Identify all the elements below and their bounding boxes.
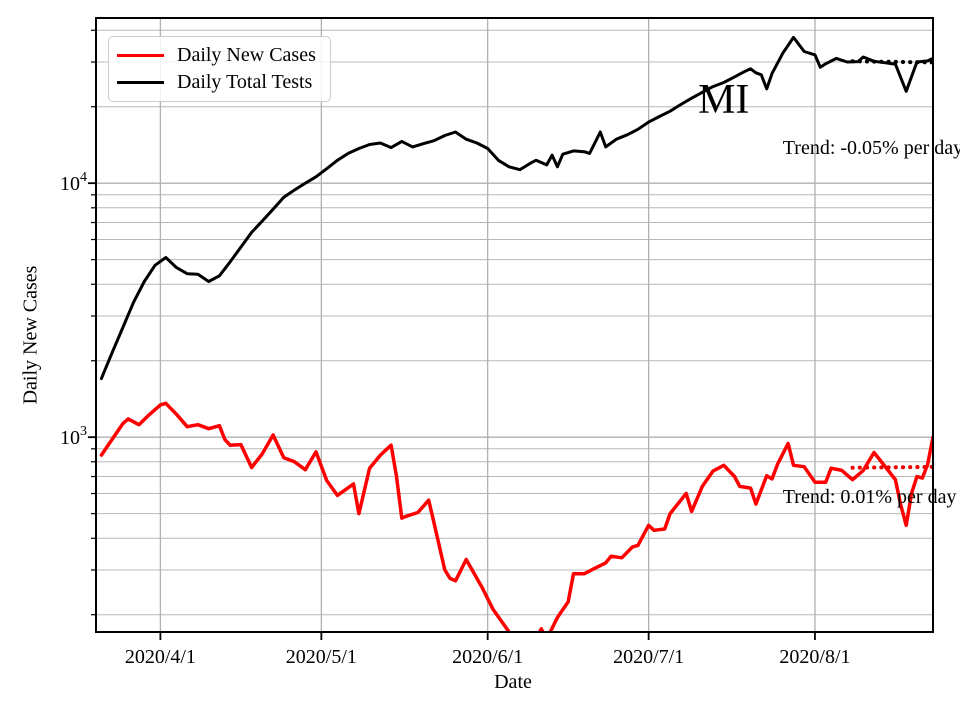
state-annotation: MI — [698, 77, 749, 123]
legend-item-daily-new-cases: Daily New Cases — [117, 44, 322, 67]
legend-swatch-black-line — [117, 81, 164, 84]
x-tick-label: 2020/5/1 — [286, 646, 357, 668]
x-tick-label: 2020/6/1 — [452, 646, 523, 668]
daily-total-tests-trend-line — [850, 59, 933, 65]
y-axis-title: Daily New Cases — [19, 265, 42, 405]
daily-new-cases-line — [99, 401, 933, 632]
legend: Daily New Cases Daily Total Tests — [108, 36, 331, 102]
trend-annotation-cases: Trend: 0.01% per day — [783, 486, 957, 508]
y-tick-label: 103 — [60, 424, 87, 449]
legend-item-daily-total-tests: Daily Total Tests — [117, 71, 322, 94]
y-tick-label: 104 — [60, 170, 87, 195]
trend-annotation-tests: Trend: -0.05% per day — [783, 137, 960, 159]
x-tick-label: 2020/7/1 — [613, 646, 684, 668]
x-tick-label: 2020/4/1 — [125, 646, 196, 668]
plot-frame — [95, 17, 934, 633]
x-tick-label: 2020/8/1 — [779, 646, 850, 668]
plot-area — [99, 35, 933, 632]
legend-swatch-red-line — [117, 54, 164, 57]
legend-label-daily-new-cases: Daily New Cases — [177, 44, 316, 66]
daily-total-tests-line — [99, 35, 933, 381]
x-axis-title: Date — [494, 671, 532, 693]
daily-new-cases-trend-line — [850, 464, 933, 470]
legend-label-daily-total-tests: Daily Total Tests — [177, 71, 313, 93]
